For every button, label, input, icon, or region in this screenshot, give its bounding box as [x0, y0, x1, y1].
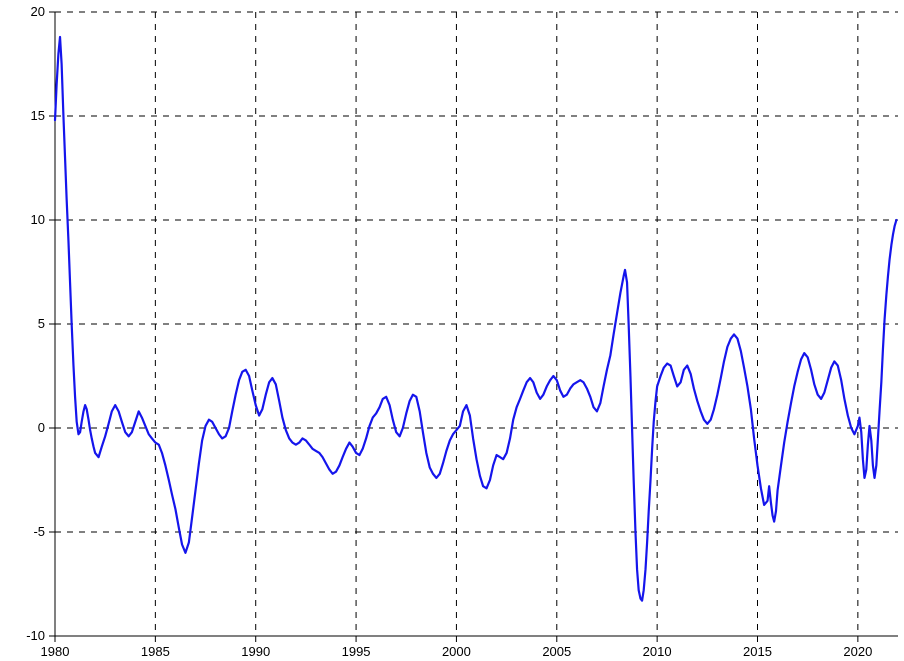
line-chart: -10 -5 0 5 10 15 20 1980 1985 1990 1995 2000 2005 201… [0, 0, 904, 661]
x-tick-label: 1985 [141, 644, 170, 659]
x-tick-label: 2020 [843, 644, 872, 659]
y-tick-label: 15 [31, 108, 45, 123]
y-tick-label: 10 [31, 212, 45, 227]
x-tick-label: 2005 [542, 644, 571, 659]
y-tick-label: 5 [38, 316, 45, 331]
y-tick-label: -10 [26, 628, 45, 643]
x-tick-label: 2015 [743, 644, 772, 659]
y-tick-label: 20 [31, 4, 45, 19]
x-tick-label: 2000 [442, 644, 471, 659]
y-tick-label: 0 [38, 420, 45, 435]
x-tick-label: 1990 [241, 644, 270, 659]
chart-svg: -10 -5 0 5 10 15 20 1980 1985 1990 1995 2000 2005 201… [0, 0, 904, 661]
x-tick-label: 2010 [643, 644, 672, 659]
x-tick-label: 1980 [41, 644, 70, 659]
y-tick-label: -5 [33, 524, 45, 539]
x-tick-label: 1995 [342, 644, 371, 659]
